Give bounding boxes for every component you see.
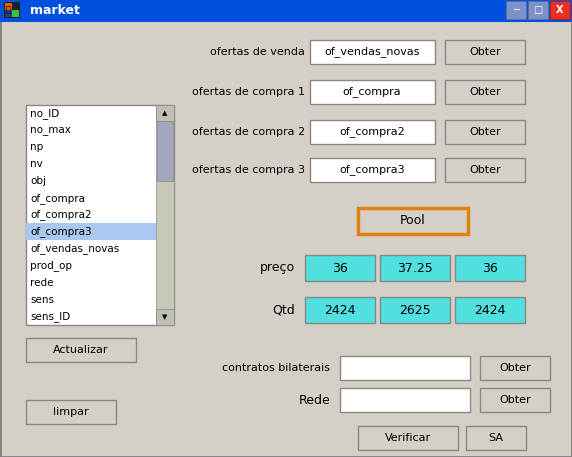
FancyBboxPatch shape: [445, 80, 525, 104]
Text: Actualizar: Actualizar: [53, 345, 109, 355]
FancyBboxPatch shape: [26, 400, 116, 424]
Text: of_compra: of_compra: [343, 86, 402, 97]
FancyBboxPatch shape: [380, 297, 450, 323]
Text: no_ID: no_ID: [30, 108, 59, 119]
Text: Obter: Obter: [469, 165, 501, 175]
Text: 2424: 2424: [324, 303, 356, 317]
FancyBboxPatch shape: [340, 388, 470, 412]
Text: 🔥: 🔥: [6, 5, 10, 15]
FancyBboxPatch shape: [156, 105, 174, 325]
Text: sens_ID: sens_ID: [30, 311, 70, 322]
FancyBboxPatch shape: [445, 40, 525, 64]
Text: X: X: [556, 5, 564, 15]
Text: ▲: ▲: [162, 110, 168, 116]
Text: 36: 36: [332, 261, 348, 275]
FancyBboxPatch shape: [528, 1, 548, 19]
FancyBboxPatch shape: [455, 255, 525, 281]
FancyBboxPatch shape: [480, 388, 550, 412]
Text: Obter: Obter: [469, 47, 501, 57]
Text: obj: obj: [30, 176, 46, 186]
FancyBboxPatch shape: [380, 255, 450, 281]
FancyBboxPatch shape: [157, 121, 173, 181]
FancyBboxPatch shape: [310, 40, 435, 64]
Text: SA: SA: [488, 433, 503, 443]
Text: ▼: ▼: [162, 314, 168, 320]
FancyBboxPatch shape: [26, 338, 136, 362]
Text: Pool: Pool: [400, 214, 426, 228]
FancyBboxPatch shape: [5, 10, 12, 17]
FancyBboxPatch shape: [445, 120, 525, 144]
Text: Obter: Obter: [469, 87, 501, 97]
Text: Obter: Obter: [499, 363, 531, 373]
FancyBboxPatch shape: [4, 2, 20, 18]
Text: Obter: Obter: [469, 127, 501, 137]
FancyBboxPatch shape: [358, 208, 468, 234]
FancyBboxPatch shape: [340, 356, 470, 380]
FancyBboxPatch shape: [310, 80, 435, 104]
Text: of_compra3: of_compra3: [339, 165, 405, 175]
Text: 2424: 2424: [474, 303, 506, 317]
Text: ofertas de venda: ofertas de venda: [210, 47, 305, 57]
FancyBboxPatch shape: [0, 0, 572, 22]
Text: □: □: [533, 5, 543, 15]
Text: of_compra2: of_compra2: [30, 210, 92, 220]
Text: 36: 36: [482, 261, 498, 275]
FancyBboxPatch shape: [12, 10, 19, 17]
Text: limpar: limpar: [53, 407, 89, 417]
Text: Verificar: Verificar: [385, 433, 431, 443]
Text: contratos bilaterais: contratos bilaterais: [222, 363, 330, 373]
FancyBboxPatch shape: [466, 426, 526, 450]
Text: ofertas de compra 2: ofertas de compra 2: [192, 127, 305, 137]
Text: 37.25: 37.25: [397, 261, 433, 275]
Text: no_max: no_max: [30, 125, 71, 135]
FancyBboxPatch shape: [26, 105, 174, 325]
Text: ─: ─: [513, 5, 519, 15]
FancyBboxPatch shape: [5, 3, 12, 10]
Text: Rede: Rede: [298, 393, 330, 406]
Text: 2625: 2625: [399, 303, 431, 317]
Text: preço: preço: [260, 261, 295, 275]
Text: Qtd: Qtd: [272, 303, 295, 317]
Text: prod_op: prod_op: [30, 260, 72, 271]
Text: of_vendas_novas: of_vendas_novas: [324, 47, 420, 58]
Text: nv: nv: [30, 159, 43, 169]
FancyBboxPatch shape: [310, 158, 435, 182]
Text: ofertas de compra 1: ofertas de compra 1: [192, 87, 305, 97]
Text: Obter: Obter: [499, 395, 531, 405]
Text: np: np: [30, 142, 43, 152]
FancyBboxPatch shape: [305, 297, 375, 323]
FancyBboxPatch shape: [310, 120, 435, 144]
FancyBboxPatch shape: [550, 1, 570, 19]
Text: of_compra2: of_compra2: [339, 127, 405, 138]
FancyBboxPatch shape: [156, 309, 174, 325]
Text: rede: rede: [30, 278, 54, 288]
FancyBboxPatch shape: [305, 255, 375, 281]
FancyBboxPatch shape: [26, 223, 156, 240]
Text: market: market: [30, 5, 80, 17]
FancyBboxPatch shape: [455, 297, 525, 323]
Text: ofertas de compra 3: ofertas de compra 3: [192, 165, 305, 175]
Text: of_compra: of_compra: [30, 192, 85, 203]
FancyBboxPatch shape: [480, 356, 550, 380]
Text: of_compra3: of_compra3: [30, 227, 92, 237]
FancyBboxPatch shape: [358, 426, 458, 450]
Text: of_vendas_novas: of_vendas_novas: [30, 244, 119, 254]
FancyBboxPatch shape: [506, 1, 526, 19]
FancyBboxPatch shape: [445, 158, 525, 182]
Text: sens: sens: [30, 295, 54, 305]
FancyBboxPatch shape: [156, 105, 174, 121]
